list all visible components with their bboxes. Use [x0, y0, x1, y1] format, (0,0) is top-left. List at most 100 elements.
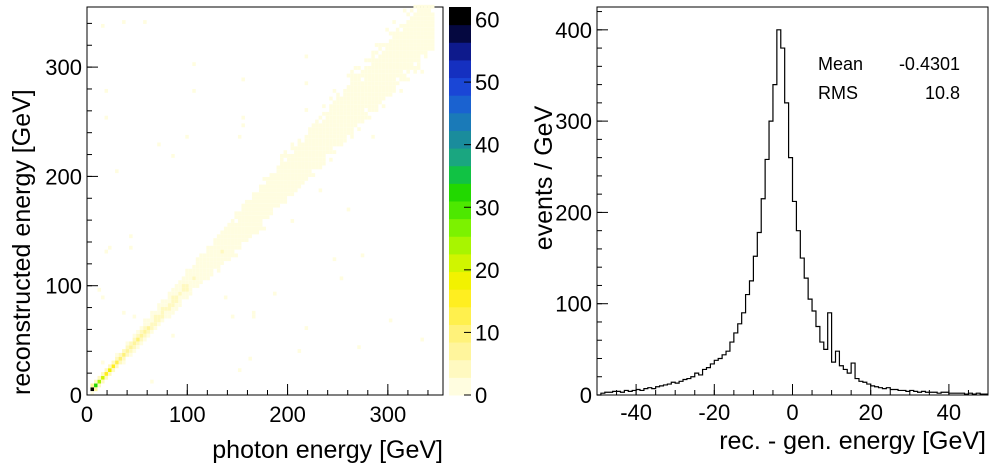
heatmap-cell — [192, 284, 196, 288]
heatmap-cell — [164, 303, 168, 308]
heatmap-cell — [178, 303, 182, 308]
heatmap-cell — [241, 77, 245, 82]
heatmap-cell — [216, 261, 221, 265]
heatmap-cells — [90, 4, 435, 395]
heatmap-cell — [304, 161, 309, 166]
heatmap-cell — [192, 280, 196, 285]
heatmap-cell — [315, 134, 319, 139]
heatmap-cell — [311, 161, 316, 166]
heatmap-cell — [388, 77, 393, 82]
x-tick-label: 0 — [81, 402, 93, 427]
heatmap-cell — [357, 85, 361, 89]
heatmap-cell — [392, 85, 396, 89]
heatmap-cell — [371, 54, 375, 59]
heatmap-cell — [258, 192, 263, 197]
heatmap-cell — [202, 276, 207, 281]
heatmap-cell — [388, 54, 393, 59]
heatmap-cell — [171, 307, 175, 311]
heatmap-cell — [329, 123, 333, 128]
heatmap-cell — [213, 253, 217, 258]
heatmap-cell — [392, 20, 396, 24]
heatmap-cell — [350, 85, 354, 89]
heatmap-cell — [416, 46, 421, 51]
heatmap-cell — [150, 322, 154, 327]
heatmap-cell — [374, 50, 379, 55]
y-tick-label: 400 — [555, 18, 592, 43]
heatmap-cell — [171, 291, 175, 296]
heatmap-cell — [280, 169, 284, 174]
heatmap-cell — [385, 85, 389, 89]
heatmap-cell — [241, 238, 245, 242]
heatmap-cell — [395, 43, 400, 47]
colorbar-cell — [449, 359, 471, 378]
heatmap-cell — [346, 111, 351, 116]
heatmap-cell — [262, 211, 267, 216]
heatmap-cell — [132, 341, 137, 346]
heatmap-cell — [227, 241, 231, 246]
colorbar-tick-label: 10 — [475, 320, 499, 345]
heatmap-cell — [374, 81, 379, 86]
colorbar-cell — [449, 218, 471, 237]
heatmap-cell — [325, 150, 330, 155]
x-tick-label: -20 — [698, 400, 730, 425]
heatmap-cell — [220, 230, 224, 235]
heatmap-cell — [350, 119, 354, 124]
heatmap-cell — [371, 69, 375, 74]
heatmap-cell — [430, 43, 435, 47]
heatmap-cell — [364, 111, 368, 116]
colorbar-cell — [449, 165, 471, 184]
heatmap-cell — [241, 115, 245, 120]
heatmap-cell — [332, 257, 337, 262]
heatmap-cell — [350, 96, 354, 101]
heatmap-cell — [287, 184, 291, 189]
heatmap-cell — [364, 66, 368, 70]
heatmap-cell — [104, 368, 109, 373]
heatmap-cell — [251, 196, 256, 200]
heatmap-cell — [160, 310, 165, 315]
heatmap-cell — [308, 165, 312, 170]
heatmap-cell — [374, 77, 379, 82]
heatmap-cell — [280, 184, 284, 189]
heatmap-cell — [258, 196, 263, 200]
heatmap-cell — [248, 234, 252, 239]
heatmap-cell — [188, 287, 193, 292]
heatmap-cell — [353, 111, 358, 116]
heatmap-cell — [255, 203, 259, 208]
heatmap-cell — [294, 184, 298, 189]
heatmap-cell — [227, 226, 231, 231]
heatmap-cell — [104, 249, 109, 254]
heatmap-cell — [374, 92, 379, 97]
heatmap-cell — [315, 119, 319, 124]
heatmap-cell — [357, 115, 361, 120]
heatmap-cell — [353, 88, 358, 93]
heatmap-cell — [427, 4, 431, 9]
heatmap-cell — [209, 257, 214, 262]
heatmap-cell — [294, 165, 298, 170]
heatmap-cell — [199, 272, 203, 277]
heatmap-cell — [244, 207, 249, 212]
heatmap-cell — [199, 276, 203, 281]
heatmap-cell — [423, 35, 428, 40]
x-tick-label: 200 — [269, 402, 306, 427]
heatmap-cell — [325, 111, 330, 116]
heatmap-cell — [297, 157, 302, 162]
heatmap-cell — [111, 360, 116, 365]
heatmap-cell — [227, 249, 231, 254]
heatmap-cell — [244, 230, 249, 235]
heatmap-cell — [332, 123, 337, 128]
heatmap-cell — [258, 203, 263, 208]
heatmap-cell — [413, 4, 417, 9]
heatmap-cell — [164, 307, 168, 311]
heatmap-cell — [315, 150, 319, 155]
heatmap-cell — [399, 77, 403, 82]
heatmap-cell — [329, 104, 333, 109]
heatmap-cell — [139, 341, 144, 346]
heatmap-cell — [336, 100, 340, 105]
heatmap-cell — [311, 154, 316, 158]
heatmap-cell — [367, 69, 372, 74]
heatmap-cell — [315, 142, 319, 147]
heatmap-cell — [343, 88, 347, 93]
heatmap-cell — [241, 215, 245, 220]
heatmap-cell — [181, 280, 186, 285]
heatmap-cell — [357, 81, 361, 86]
